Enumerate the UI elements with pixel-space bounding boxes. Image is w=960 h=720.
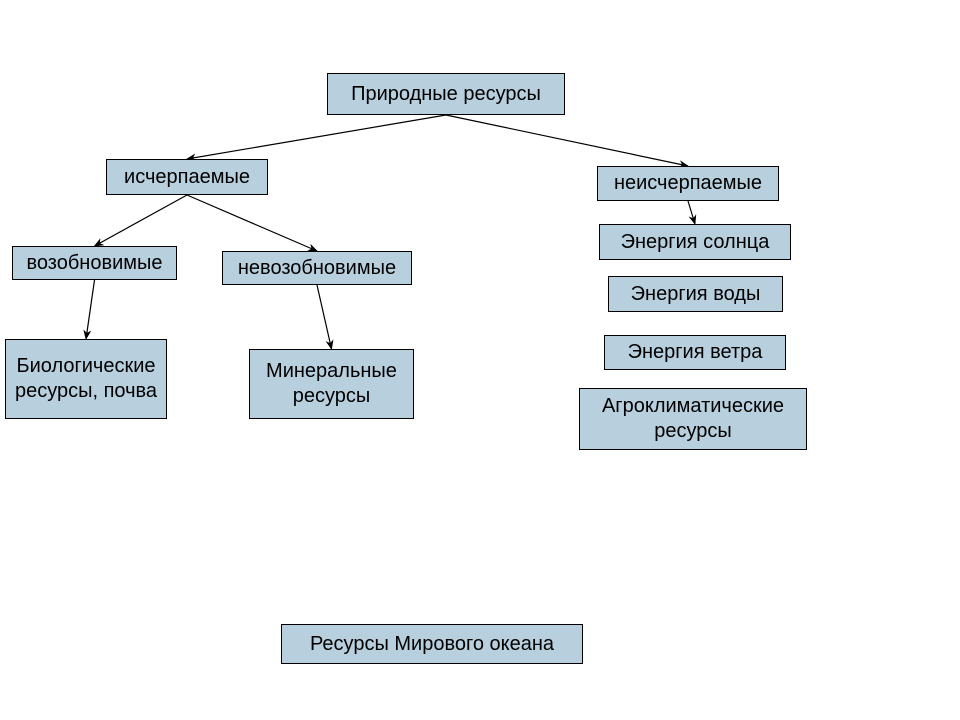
node-agro: Агроклиматические ресурсы bbox=[579, 388, 807, 450]
edge-exh-renew bbox=[95, 195, 188, 246]
edge-exh-nonrenew bbox=[187, 195, 317, 251]
edge-nonrenew-mineral bbox=[317, 285, 332, 349]
node-renew: возобновимые bbox=[12, 246, 177, 280]
node-nonrenew: невозобновимые bbox=[222, 251, 412, 285]
node-ocean: Ресурсы Мирового океана bbox=[281, 624, 583, 664]
node-sun: Энергия солнца bbox=[599, 224, 791, 260]
edge-root-exh bbox=[187, 115, 446, 159]
node-wind: Энергия ветра bbox=[604, 335, 786, 370]
node-inexh: неисчерпаемые bbox=[597, 166, 779, 201]
edge-inexh-sun bbox=[688, 201, 695, 224]
edge-root-inexh bbox=[446, 115, 688, 166]
node-bio: Биологические ресурсы, почва bbox=[5, 339, 167, 419]
node-root: Природные ресурсы bbox=[327, 73, 565, 115]
node-exh: исчерпаемые bbox=[106, 159, 268, 195]
edge-renew-bio bbox=[86, 280, 95, 339]
node-water: Энергия воды bbox=[608, 276, 783, 312]
node-mineral: Минеральные ресурсы bbox=[249, 349, 414, 419]
